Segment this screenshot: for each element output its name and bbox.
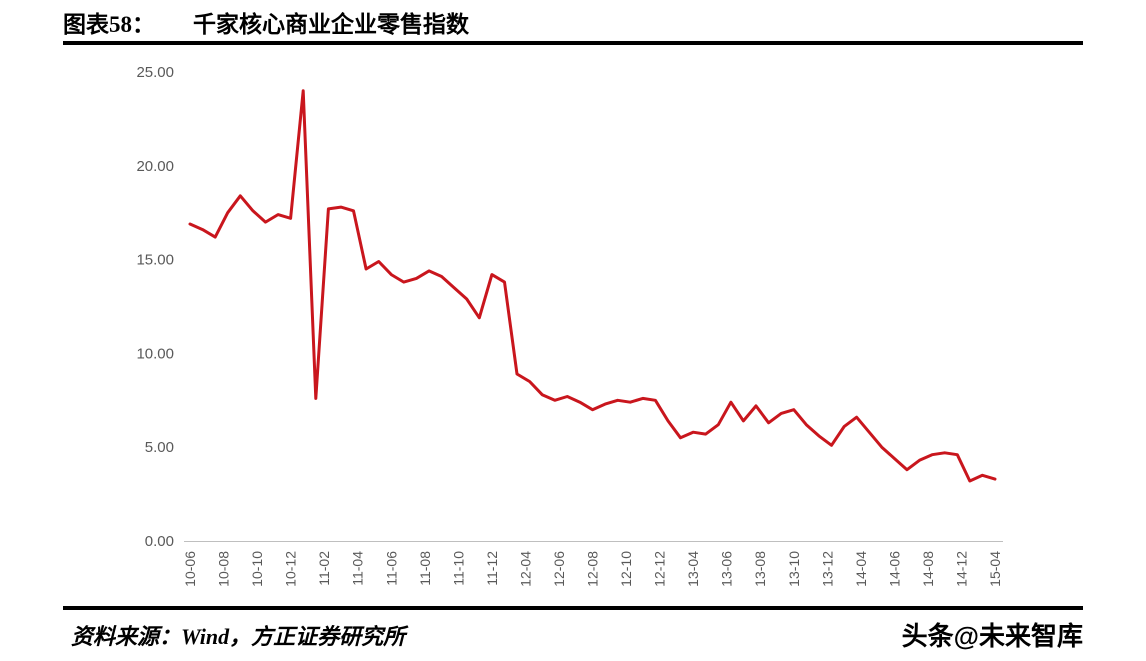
x-tick-label: 12-10	[618, 551, 634, 587]
x-tick-label: 10-12	[283, 551, 299, 587]
x-tick-label: 10-10	[249, 551, 265, 587]
x-tick-label: 11-04	[350, 551, 366, 586]
series-line	[188, 89, 997, 483]
x-tick-label: 14-08	[920, 551, 936, 587]
y-tick-label: 20.00	[136, 158, 174, 175]
x-tick-label: 14-06	[886, 551, 902, 587]
chart-canvas: 0.00 5.00 10.00 15.00 20.00 25.00 10-06 10-08 10…	[136, 64, 1003, 587]
x-tick-label: 10-08	[216, 551, 232, 587]
figure-label: 图表58：	[63, 12, 155, 37]
x-tick-label: 12-08	[585, 551, 601, 587]
x-tick-label: 11-12	[484, 551, 500, 586]
y-tick-label: 25.00	[136, 64, 174, 81]
figure-title: 千家核心商业企业零售指数	[193, 12, 469, 37]
x-tick-label: 13-08	[752, 551, 768, 587]
x-tick-label: 13-10	[786, 551, 802, 587]
y-tick-label: 5.00	[145, 439, 174, 456]
x-tick-label: 14-12	[953, 551, 969, 587]
header-rule	[63, 41, 1083, 45]
y-tick-label: 15.00	[136, 252, 174, 269]
x-tick-label: 11-10	[450, 551, 466, 586]
x-tick-label: 11-02	[316, 551, 332, 586]
x-tick-label: 12-12	[652, 551, 668, 587]
y-tick-label: 10.00	[136, 345, 174, 362]
x-tick-label: 12-04	[517, 551, 533, 587]
x-tick-label: 11-08	[417, 551, 433, 586]
x-tick-label: 15-04	[987, 551, 1003, 587]
footer-rule	[63, 606, 1083, 610]
figure-header: 图表58： 千家核心商业企业零售指数	[63, 5, 469, 39]
x-tick-label: 11-06	[383, 551, 399, 586]
watermark: 头条@未来智库	[901, 621, 1083, 651]
source-note: 资料来源：Wind，方正证券研究所	[71, 624, 406, 649]
y-tick-label: 0.00	[145, 533, 174, 550]
x-tick-label: 13-12	[819, 551, 835, 587]
x-tick-label: 12-06	[551, 551, 567, 587]
x-tick-label: 14-04	[853, 551, 869, 587]
x-tick-label: 10-06	[182, 551, 198, 587]
x-tick-label: 13-04	[685, 551, 701, 587]
x-tick-label: 13-06	[719, 551, 735, 587]
